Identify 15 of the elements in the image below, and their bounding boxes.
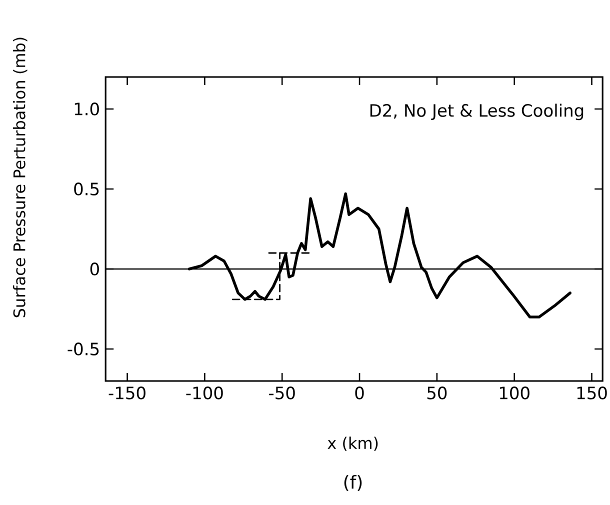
x-tick-label: -100 (186, 386, 223, 400)
y-tick-label: 0.5 (74, 182, 99, 196)
x-tick-label: -50 (269, 386, 295, 400)
x-tick-label: -150 (108, 386, 146, 400)
text: (f) (344, 474, 362, 492)
x-tick-label: 0 (355, 386, 364, 400)
x-axis-title: x (km) (328, 436, 378, 451)
y-axis-title: Surface Pressure Perturbation (mb) (12, 38, 28, 318)
x-tick-label: 100 (500, 386, 530, 400)
annotation: D2, No Jet & Less Cooling (370, 104, 584, 120)
x-tick-label: 150 (577, 386, 607, 400)
y-tick-label: -0.5 (68, 342, 99, 356)
y-tick-label: 0 (90, 262, 99, 276)
x-tick-label: 50 (427, 386, 447, 400)
y-tick-label: 1.0 (74, 102, 99, 116)
